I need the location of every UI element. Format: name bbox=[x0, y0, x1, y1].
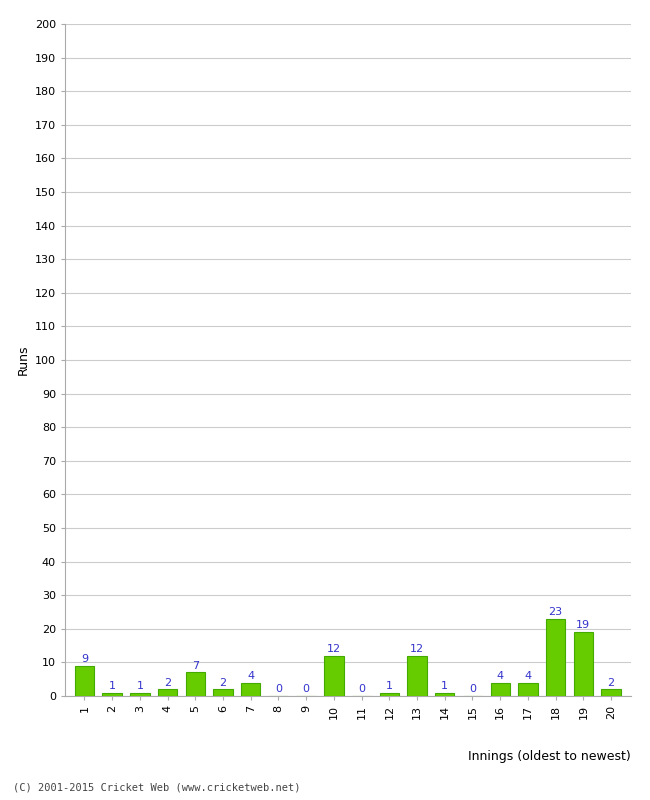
Text: 23: 23 bbox=[549, 607, 563, 617]
Bar bbox=[518, 682, 538, 696]
Text: 12: 12 bbox=[327, 644, 341, 654]
Bar bbox=[213, 690, 233, 696]
Text: 4: 4 bbox=[247, 671, 254, 681]
Text: 0: 0 bbox=[303, 684, 309, 694]
Bar bbox=[601, 690, 621, 696]
Text: 2: 2 bbox=[608, 678, 615, 687]
Text: Innings (oldest to newest): Innings (oldest to newest) bbox=[468, 750, 630, 762]
Text: 12: 12 bbox=[410, 644, 424, 654]
Text: 1: 1 bbox=[109, 681, 116, 691]
Text: 2: 2 bbox=[164, 678, 171, 687]
Bar bbox=[491, 682, 510, 696]
Text: 19: 19 bbox=[577, 621, 590, 630]
Text: 1: 1 bbox=[441, 681, 448, 691]
Bar bbox=[380, 693, 399, 696]
Text: 2: 2 bbox=[220, 678, 227, 687]
Bar bbox=[324, 656, 344, 696]
Bar bbox=[574, 632, 593, 696]
Bar bbox=[435, 693, 454, 696]
Text: 0: 0 bbox=[469, 684, 476, 694]
Y-axis label: Runs: Runs bbox=[16, 345, 29, 375]
Bar bbox=[75, 666, 94, 696]
Text: 1: 1 bbox=[386, 681, 393, 691]
Text: 0: 0 bbox=[275, 684, 282, 694]
Bar bbox=[103, 693, 122, 696]
Text: 4: 4 bbox=[525, 671, 532, 681]
Bar bbox=[158, 690, 177, 696]
Bar bbox=[546, 618, 566, 696]
Bar bbox=[408, 656, 427, 696]
Text: 9: 9 bbox=[81, 654, 88, 664]
Bar bbox=[130, 693, 150, 696]
Bar bbox=[241, 682, 261, 696]
Text: 1: 1 bbox=[136, 681, 144, 691]
Bar bbox=[186, 673, 205, 696]
Text: 0: 0 bbox=[358, 684, 365, 694]
Text: 7: 7 bbox=[192, 661, 199, 670]
Text: (C) 2001-2015 Cricket Web (www.cricketweb.net): (C) 2001-2015 Cricket Web (www.cricketwe… bbox=[13, 782, 300, 792]
Text: 4: 4 bbox=[497, 671, 504, 681]
